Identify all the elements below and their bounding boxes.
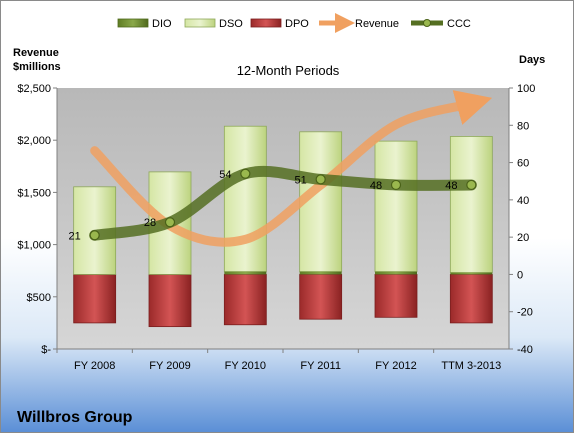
x-tick-label: FY 2012: [375, 360, 416, 372]
legend-swatch-dso: [184, 18, 216, 28]
legend-label-dpo: DPO: [285, 18, 309, 30]
dpo-bar: [73, 274, 117, 324]
left-tick-label: $500: [27, 292, 51, 304]
left-tick-label: $2,000: [17, 135, 51, 147]
legend-label-revenue: Revenue: [355, 18, 399, 30]
left-tick-label: $2,500: [17, 83, 51, 95]
legend-label-dio: DIO: [152, 18, 172, 30]
legend: DIO DSO DPO Revenue CCC: [117, 13, 471, 33]
right-tick-label: 60: [517, 158, 529, 170]
legend-label-dso: DSO: [219, 18, 243, 30]
dpo-bar: [299, 274, 343, 320]
dpo-bar: [223, 274, 267, 326]
x-tick-label: FY 2008: [74, 360, 115, 372]
dpo-bar: [148, 274, 192, 328]
x-tick-label: FY 2009: [149, 360, 190, 372]
dpo-bar: [449, 274, 493, 324]
x-tick-label: FY 2011: [300, 360, 341, 372]
ccc-data-label: 21: [69, 230, 81, 242]
dso-bar: [449, 136, 493, 273]
right-tick-label: 0: [517, 269, 523, 281]
axes-group: $- $500 $1,000 $1,500 $2,000 $2,500 -40 -20 0 20 4…: [17, 83, 535, 372]
dso-bar: [223, 125, 267, 273]
x-tick-label: TTM 3-2013: [441, 360, 501, 372]
right-tick-label: 100: [517, 83, 535, 95]
lines-group: 21 28 54 51 48 48: [69, 90, 493, 247]
chart-title: 12-Month Periods: [237, 63, 340, 78]
ccc-point: [390, 179, 402, 191]
left-tick-label: $-: [41, 344, 51, 356]
ccc-point: [89, 230, 100, 241]
dio-bar: [224, 271, 267, 275]
ccc-point: [315, 174, 326, 185]
legend-swatch-dio: [117, 18, 149, 28]
ccc-data-label: 51: [295, 174, 307, 186]
ccc-data-label: 28: [144, 217, 156, 229]
x-tick-label: FY 2010: [225, 360, 266, 372]
dio-bar: [299, 271, 342, 275]
left-axis-label-line1: Revenue: [13, 47, 59, 59]
legend-label-ccc: CCC: [447, 18, 471, 30]
ccc-data-label: 48: [445, 180, 457, 192]
right-tick-label: -20: [517, 307, 533, 319]
left-tick-label: $1,000: [17, 240, 51, 252]
dso-bar: [374, 140, 418, 273]
ccc-point: [466, 179, 477, 191]
left-tick-label: $1,500: [17, 187, 51, 199]
legend-swatch-ccc-dot: [423, 19, 431, 27]
right-tick-label: 80: [517, 120, 529, 132]
bars-group: [73, 125, 493, 328]
revenue-line: [90, 90, 493, 247]
ccc-line: [89, 165, 477, 241]
right-tick-label: 20: [517, 232, 529, 244]
company-name: Willbros Group: [17, 409, 133, 426]
dio-bar: [375, 271, 417, 275]
dio-bar: [450, 272, 493, 275]
right-axis-label: Days: [519, 54, 545, 66]
left-axis-label-line2: $millions: [13, 61, 61, 73]
ccc-data-label: 48: [370, 180, 382, 192]
dpo-bar: [374, 274, 418, 318]
ccc-data-label: 54: [219, 169, 231, 181]
legend-swatch-dpo: [250, 18, 282, 28]
right-tick-label: -40: [517, 344, 533, 356]
right-tick-label: 40: [517, 195, 529, 207]
ccc-point: [164, 217, 176, 228]
ccc-point: [240, 168, 251, 179]
